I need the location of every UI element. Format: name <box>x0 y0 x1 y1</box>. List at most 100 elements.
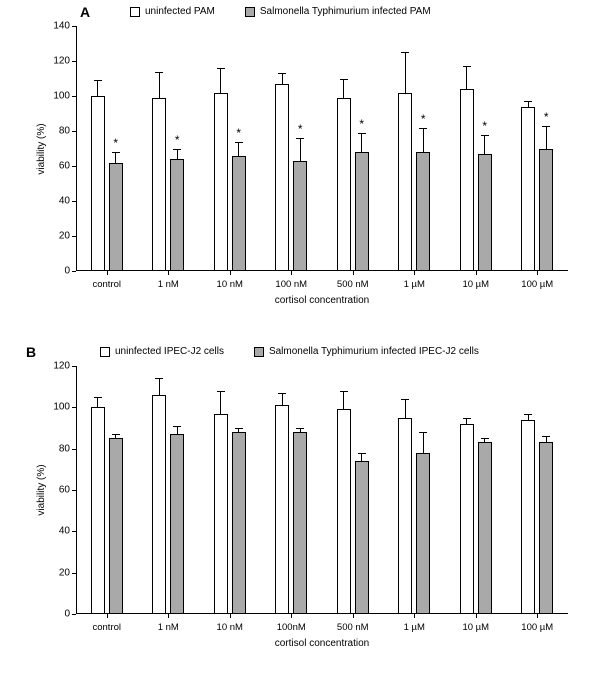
error-cap <box>155 378 163 379</box>
panel-label: A <box>80 4 90 20</box>
y-tick-label: 100 <box>42 402 76 413</box>
bar <box>232 432 246 614</box>
error-cap <box>524 101 532 102</box>
y-tick-label: 20 <box>42 567 76 578</box>
y-axis <box>76 26 77 271</box>
y-tick-label: 40 <box>42 526 76 537</box>
y-tick-label: 80 <box>42 126 76 137</box>
error-bar <box>466 66 467 89</box>
figure: Auninfected PAMSalmonella Typhimurium in… <box>0 0 600 683</box>
significance-marker: * <box>175 133 180 147</box>
legend-item: Salmonella Typhimurium infected IPEC-J2 … <box>254 346 479 357</box>
bar <box>460 89 474 271</box>
bar <box>109 438 123 614</box>
bar <box>91 96 105 271</box>
legend-item: Salmonella Typhimurium infected PAM <box>245 6 431 17</box>
bar <box>275 405 289 614</box>
error-cap <box>217 391 225 392</box>
bar <box>152 98 166 271</box>
significance-marker: * <box>544 110 549 124</box>
error-bar <box>177 149 178 160</box>
x-tick-label: 10 µM <box>462 271 489 290</box>
significance-marker: * <box>359 117 364 131</box>
legend-swatch <box>130 7 140 17</box>
x-tick-label: 1 nM <box>158 614 179 633</box>
y-tick-label: 140 <box>42 21 76 32</box>
x-tick-label: 100 nM <box>275 271 307 290</box>
error-cap <box>278 393 286 394</box>
error-bar <box>97 397 98 407</box>
error-bar <box>423 432 424 453</box>
significance-marker: * <box>298 122 303 136</box>
error-cap <box>401 52 409 53</box>
y-axis-label: viability (%) <box>36 464 47 515</box>
error-cap <box>278 73 286 74</box>
x-tick-label: 10 nM <box>217 271 243 290</box>
error-bar <box>343 391 344 410</box>
error-cap <box>235 428 243 429</box>
error-cap <box>217 68 225 69</box>
error-cap <box>296 428 304 429</box>
legend-swatch <box>100 347 110 357</box>
y-tick-label: 120 <box>42 361 76 372</box>
error-bar <box>159 72 160 98</box>
error-cap <box>94 397 102 398</box>
bar <box>214 414 228 614</box>
error-cap <box>481 135 489 136</box>
bar <box>91 407 105 614</box>
error-bar <box>220 68 221 93</box>
error-bar <box>405 399 406 418</box>
x-tick-label: 100 µM <box>521 614 553 633</box>
x-tick-label: 500 nM <box>337 614 369 633</box>
x-tick-label: 1 µM <box>404 271 425 290</box>
bar <box>170 434 184 614</box>
x-tick-label: 1 nM <box>158 271 179 290</box>
significance-marker: * <box>482 119 487 133</box>
legend-text: Salmonella Typhimurium infected IPEC-J2 … <box>269 346 479 357</box>
error-cap <box>112 434 120 435</box>
error-cap <box>419 432 427 433</box>
x-tick-label: 10 nM <box>217 614 243 633</box>
bar <box>521 420 535 614</box>
error-cap <box>340 391 348 392</box>
x-axis <box>76 270 568 271</box>
error-bar <box>97 80 98 96</box>
legend-swatch <box>245 7 255 17</box>
error-bar <box>282 73 283 84</box>
x-tick-label: 100 µM <box>521 271 553 290</box>
y-tick-label: 120 <box>42 56 76 67</box>
error-bar <box>405 52 406 92</box>
error-cap <box>155 72 163 73</box>
error-bar <box>423 128 424 153</box>
error-bar <box>159 378 160 395</box>
error-cap <box>358 133 366 134</box>
y-axis <box>76 366 77 614</box>
error-bar <box>361 133 362 152</box>
x-axis-label: cortisol concentration <box>275 295 370 306</box>
error-cap <box>340 79 348 80</box>
x-axis <box>76 613 568 614</box>
error-cap <box>401 399 409 400</box>
bar <box>214 93 228 272</box>
error-bar <box>343 79 344 98</box>
bar <box>293 432 307 614</box>
error-cap <box>463 418 471 419</box>
error-cap <box>542 436 550 437</box>
bar <box>170 159 184 271</box>
error-cap <box>235 142 243 143</box>
legend-text: Salmonella Typhimurium infected PAM <box>260 6 431 17</box>
x-tick-label: control <box>92 271 121 290</box>
x-tick-label: 10 µM <box>462 614 489 633</box>
y-tick-label: 0 <box>42 609 76 620</box>
legend: uninfected IPEC-J2 cells Salmonella Typhi… <box>100 346 479 357</box>
bar <box>355 152 369 271</box>
bar <box>539 442 553 614</box>
bar <box>355 461 369 614</box>
error-bar <box>220 391 221 414</box>
legend-text: uninfected IPEC-J2 cells <box>115 346 224 357</box>
panel-label: B <box>26 344 36 360</box>
error-bar <box>484 135 485 154</box>
error-cap <box>173 149 181 150</box>
x-tick-label: 500 nM <box>337 271 369 290</box>
error-cap <box>481 438 489 439</box>
